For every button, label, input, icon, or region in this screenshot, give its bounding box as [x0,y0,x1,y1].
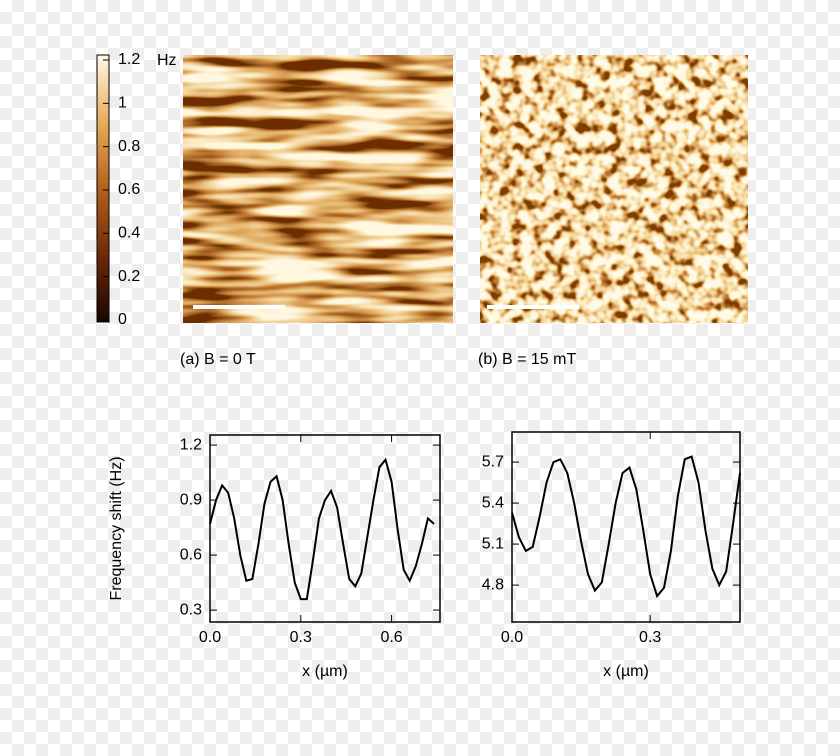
y-tick-label: 0.9 [180,491,202,508]
plot-frame [209,434,441,623]
x-tick-label: 0.3 [639,629,661,646]
image-b [480,55,748,323]
image-caption: (a) B = 0 T [180,351,256,368]
colorbar-unit: Hz [157,52,177,69]
x-tick-label: 0.6 [380,629,402,646]
colorbar-tick-label: 1.2 [118,51,140,68]
y-tick-label: 5.4 [482,494,504,511]
x-axis-label: x (µm) [603,663,649,680]
y-axis-label: Frequency shift (Hz) [108,456,125,600]
image-a [183,55,453,323]
y-tick-label: 0.3 [180,601,202,618]
y-tick-label: 1.2 [180,436,202,453]
line-series [209,457,435,601]
colorbar-tick-label: 0.6 [118,181,140,198]
colorbar-tick-label: 0.2 [118,268,140,285]
x-axis-label: x (µm) [302,663,348,680]
colorbar-tick-label: 0.8 [118,138,140,155]
x-tick-label: 0.0 [199,629,221,646]
scale-bar [487,305,579,309]
x-tick-label: 0.3 [290,629,312,646]
colorbar-tick-label: 0 [118,311,127,328]
plot-frame [511,431,741,623]
colorbar-tick-label: 1 [118,95,127,112]
colorbar [96,54,110,323]
y-tick-label: 4.8 [482,576,504,593]
scale-bar [193,305,285,309]
y-tick-label: 0.6 [180,546,202,563]
colorbar-tick-label: 0.4 [118,225,140,242]
image-caption: (b) B = 15 mT [478,351,576,368]
x-tick-label: 0.0 [501,629,523,646]
line-series [511,455,741,599]
y-tick-label: 5.1 [482,535,504,552]
y-tick-label: 5.7 [482,453,504,470]
